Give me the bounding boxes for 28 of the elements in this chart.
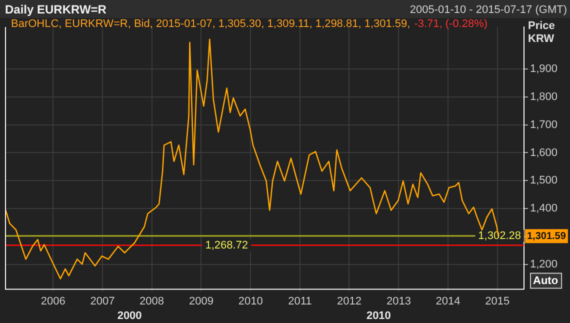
annotation: 1,301.59: [527, 230, 566, 242]
text: Auto: [533, 274, 558, 287]
text: 2000: [117, 310, 142, 322]
y-tick-label: 1,600: [530, 146, 558, 159]
y-axis-title: Price KRW: [528, 20, 555, 46]
annotation: -3.71, (-0.28%): [414, 18, 488, 30]
x-tick-label: 2014: [436, 295, 460, 308]
x-tick-label: 2013: [386, 295, 411, 308]
x-tick-label: 2012: [337, 295, 362, 308]
y-tick-label: 1,800: [530, 90, 558, 103]
x-tick-label: 2008: [140, 295, 164, 308]
x-tick-label: 2007: [90, 295, 115, 308]
text: 2010: [366, 310, 391, 322]
ref-line-label: 1,268.72: [205, 239, 248, 252]
y-tick-label: 1,900: [530, 62, 558, 75]
x-tick-label: 2010: [238, 295, 263, 308]
chart-title: Daily EURKRW=R: [5, 2, 107, 16]
x-tick-label: 2015: [485, 295, 510, 308]
annotation: BarOHLC, EURKRW=R, Bid, 2015-01-07, 1,305.30, 1,309.11, 1,298.81, 1,301.59,: [11, 18, 410, 30]
chart-subtitle: 2005-01-10 - 2015-07-17 (GMT): [410, 4, 567, 16]
x-tick-label: 2011: [288, 295, 312, 308]
y-tick-label: 1,500: [530, 174, 558, 187]
y-tick-label: 1,200: [530, 258, 558, 271]
y-tick-label: 1,400: [530, 202, 558, 215]
x-tick-label: 2006: [40, 295, 66, 308]
y-tick-label: 1,700: [530, 118, 558, 131]
x-tick-label: 2009: [189, 295, 214, 308]
ref-line-label: 1,302.28: [478, 230, 522, 242]
